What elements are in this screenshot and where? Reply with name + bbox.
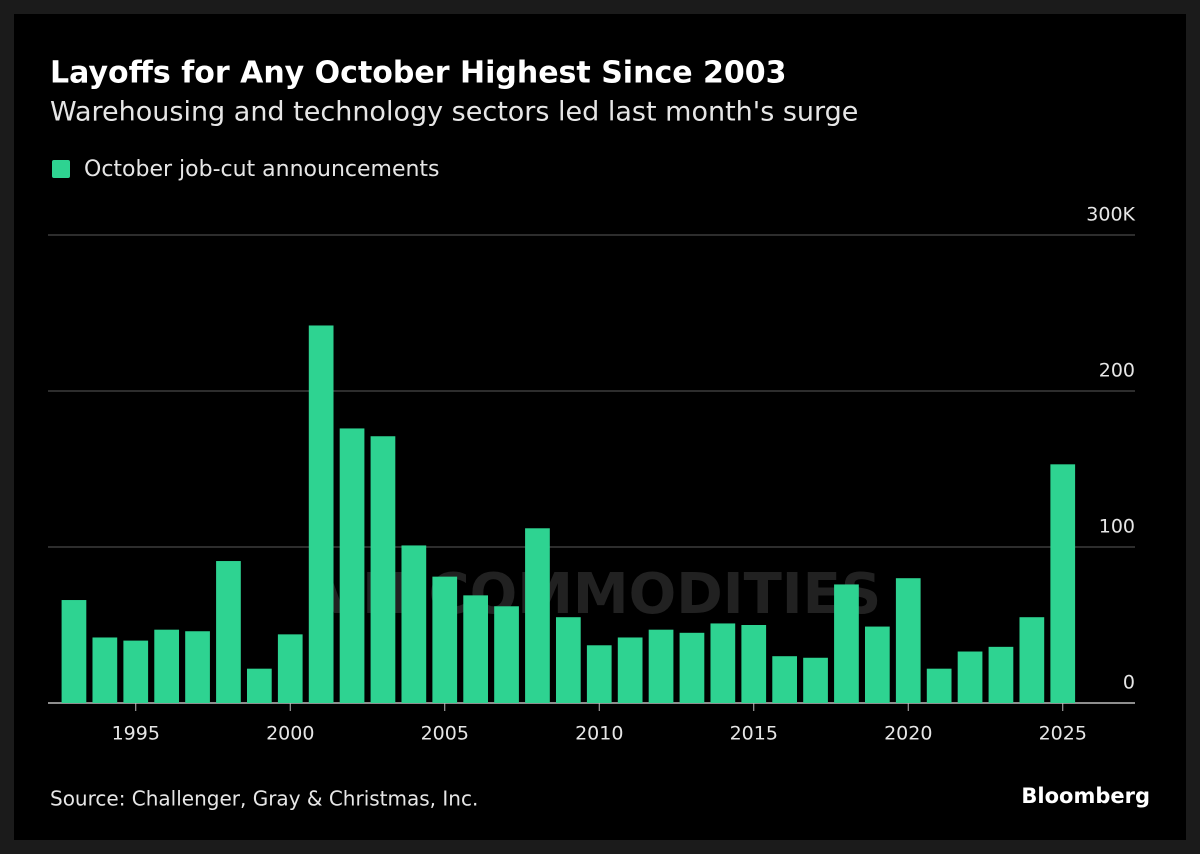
bar [864,626,890,703]
bar [370,436,396,703]
bar [308,325,334,703]
bar [926,668,952,703]
legend-label: October job-cut announcements [84,157,440,182]
chart-subtitle: Warehousing and technology sectors led l… [50,97,858,128]
bar [1050,464,1076,703]
bar [555,617,581,703]
y-tick-label: 100 [1099,516,1135,538]
brand: Bloomberg [1021,784,1150,808]
bar [92,637,118,703]
chart-title: Layoffs for Any October Highest Since 20… [50,56,787,91]
bar [277,634,303,703]
bar [772,656,798,703]
y-tick-label: 0 [1123,672,1135,694]
x-tick-label: 2020 [884,723,932,745]
x-tick-label: 1995 [112,723,160,745]
bar [185,631,210,703]
y-tick-label: 300K [1086,204,1135,226]
bar [710,623,736,703]
bar [246,668,272,703]
bar [432,576,458,703]
bar [741,625,767,703]
y-tick-label: 200 [1099,360,1135,382]
bar [154,629,180,703]
bar [648,629,674,703]
bar [1019,617,1045,703]
panel [14,14,1186,840]
x-tick-label: 2000 [266,723,314,745]
bar [463,595,489,703]
bar [494,606,519,703]
bar [895,578,921,703]
x-tick-label: 2015 [730,723,778,745]
bar [123,640,149,703]
bar [586,645,612,703]
bar [957,651,983,703]
bar [525,528,550,703]
source: Source: Challenger, Gray & Christmas, In… [50,787,478,811]
legend-swatch [52,160,70,178]
x-tick-label: 2025 [1039,723,1087,745]
bar [401,545,427,703]
x-tick-label: 2005 [421,723,469,745]
bar [988,646,1014,703]
bar [834,584,859,703]
bar [216,561,241,703]
bar [803,657,828,703]
bar [679,632,705,703]
bar [617,637,643,703]
bar [339,428,365,703]
bar [61,600,87,703]
x-tick-label: 2010 [575,723,623,745]
